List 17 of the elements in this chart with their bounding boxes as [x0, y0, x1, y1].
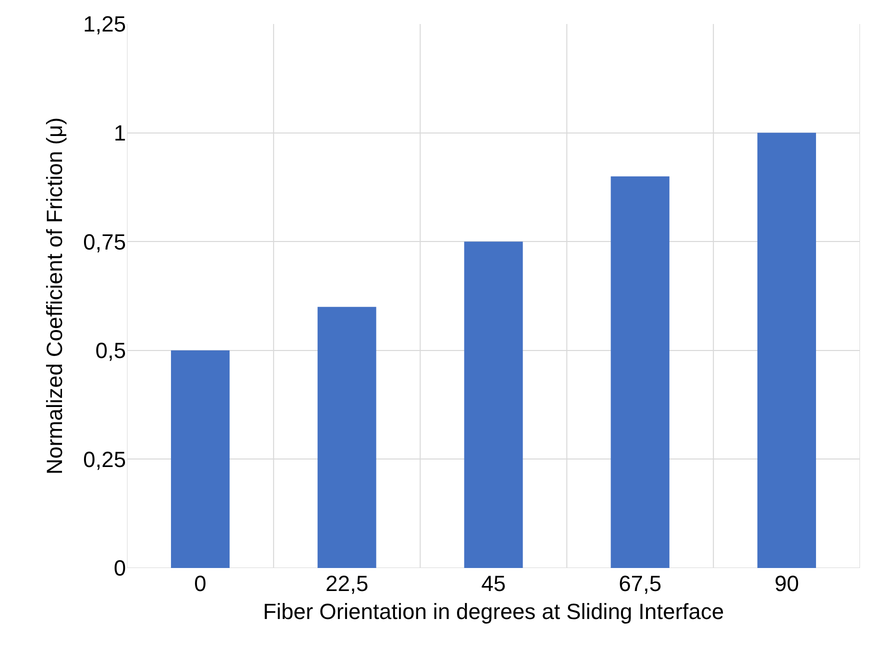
x-tick-label: 45 [481, 571, 506, 596]
y-tick-label: 0,75 [83, 229, 126, 254]
x-tick-label: 0 [194, 571, 206, 596]
bar [757, 132, 816, 568]
x-tick-label: 22,5 [325, 571, 368, 596]
y-tick-label: 1 [114, 120, 126, 146]
y-axis-title: Normalized Coefficient of Friction (μ) [42, 117, 67, 475]
y-tick-label: 0,25 [83, 446, 126, 472]
x-tick-label: 67,5 [618, 571, 662, 596]
bar [318, 306, 376, 568]
bar [464, 242, 523, 568]
y-tick-label: 0,5 [95, 338, 126, 364]
x-tick-label: 90 [774, 571, 799, 596]
bar [610, 176, 670, 568]
x-axis-title: Fiber Orientation in degrees at Sliding Interface [262, 598, 724, 624]
bar [170, 350, 230, 568]
y-tick-label: 1,25 [83, 12, 126, 37]
